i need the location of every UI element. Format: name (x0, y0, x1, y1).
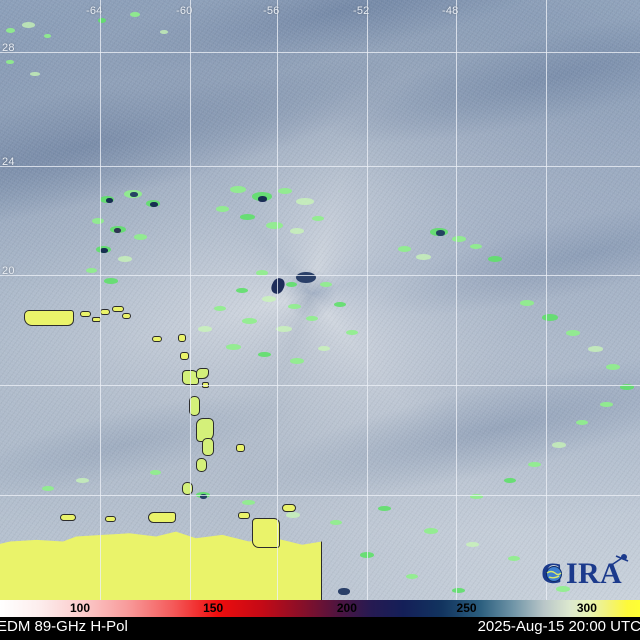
brightness-temperature-colorbar[interactable]: 100 150 200 250 300 (0, 600, 640, 617)
storm-circulation-swirl (0, 0, 640, 600)
lat-label-28: 28 (2, 42, 15, 54)
land-trinidad (252, 518, 280, 548)
lat-label-20: 20 (2, 265, 15, 277)
land-puerto-rico (24, 310, 74, 326)
graticule-layer (0, 0, 640, 600)
channel-label: EDM 89-GHz H-Pol (0, 618, 128, 635)
coastline-land-layer (0, 306, 322, 600)
lon-label--52: -52 (353, 5, 370, 17)
convective-speckle-layer (6, 12, 634, 595)
colorbar-tick-200: 200 (336, 601, 357, 615)
metadata-bar: EDM 89-GHz H-Pol 2025-Aug-15 20:00 UTC (0, 617, 640, 640)
land-st-lucia (202, 438, 214, 456)
lon-label--48: -48 (442, 5, 459, 17)
colorbar-tick-100: 100 (69, 601, 91, 615)
lat-label-24: 24 (2, 156, 15, 168)
lon-label--60: -60 (176, 5, 193, 17)
cira-logo: C I R A (541, 554, 629, 590)
colorbar-tick-150: 150 (203, 601, 224, 615)
land-dominica (189, 396, 200, 416)
svg-text:R: R (578, 557, 600, 590)
graticule-labels: -64 -60 -56 -52 -48 28 24 20 (2, 5, 459, 277)
timestamp-label: 2025-Aug-15 20:00 UTC (477, 618, 640, 635)
colorbar-gradient (0, 600, 640, 617)
svg-text:I: I (566, 557, 578, 590)
satellite-microwave-image[interactable]: -64 -60 -56 -52 -48 28 24 20 C I R A (0, 0, 640, 600)
pixel-noise-texture (0, 0, 640, 600)
svg-text:A: A (600, 557, 622, 590)
lon-label--56: -56 (263, 5, 280, 17)
lon-label--64: -64 (86, 5, 103, 17)
colorbar-tick-250: 250 (456, 601, 477, 615)
colorbar-tick-300: 300 (576, 601, 597, 615)
